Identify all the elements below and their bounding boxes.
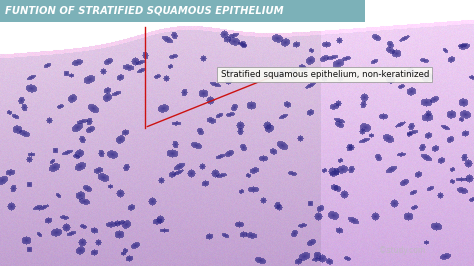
Text: Stratified squamous epithelium, non-keratinized: Stratified squamous epithelium, non-kera…	[220, 70, 429, 79]
Text: ©study.com: ©study.com	[379, 246, 426, 255]
FancyBboxPatch shape	[0, 0, 365, 22]
Text: FUNTION OF STRATIFIED SQUAMOUS EPITHELIUM: FUNTION OF STRATIFIED SQUAMOUS EPITHELIU…	[5, 6, 283, 16]
